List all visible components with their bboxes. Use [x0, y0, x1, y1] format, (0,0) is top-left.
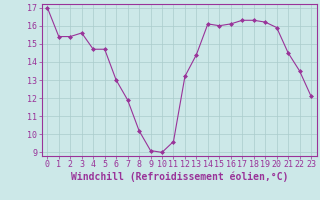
X-axis label: Windchill (Refroidissement éolien,°C): Windchill (Refroidissement éolien,°C): [70, 172, 288, 182]
